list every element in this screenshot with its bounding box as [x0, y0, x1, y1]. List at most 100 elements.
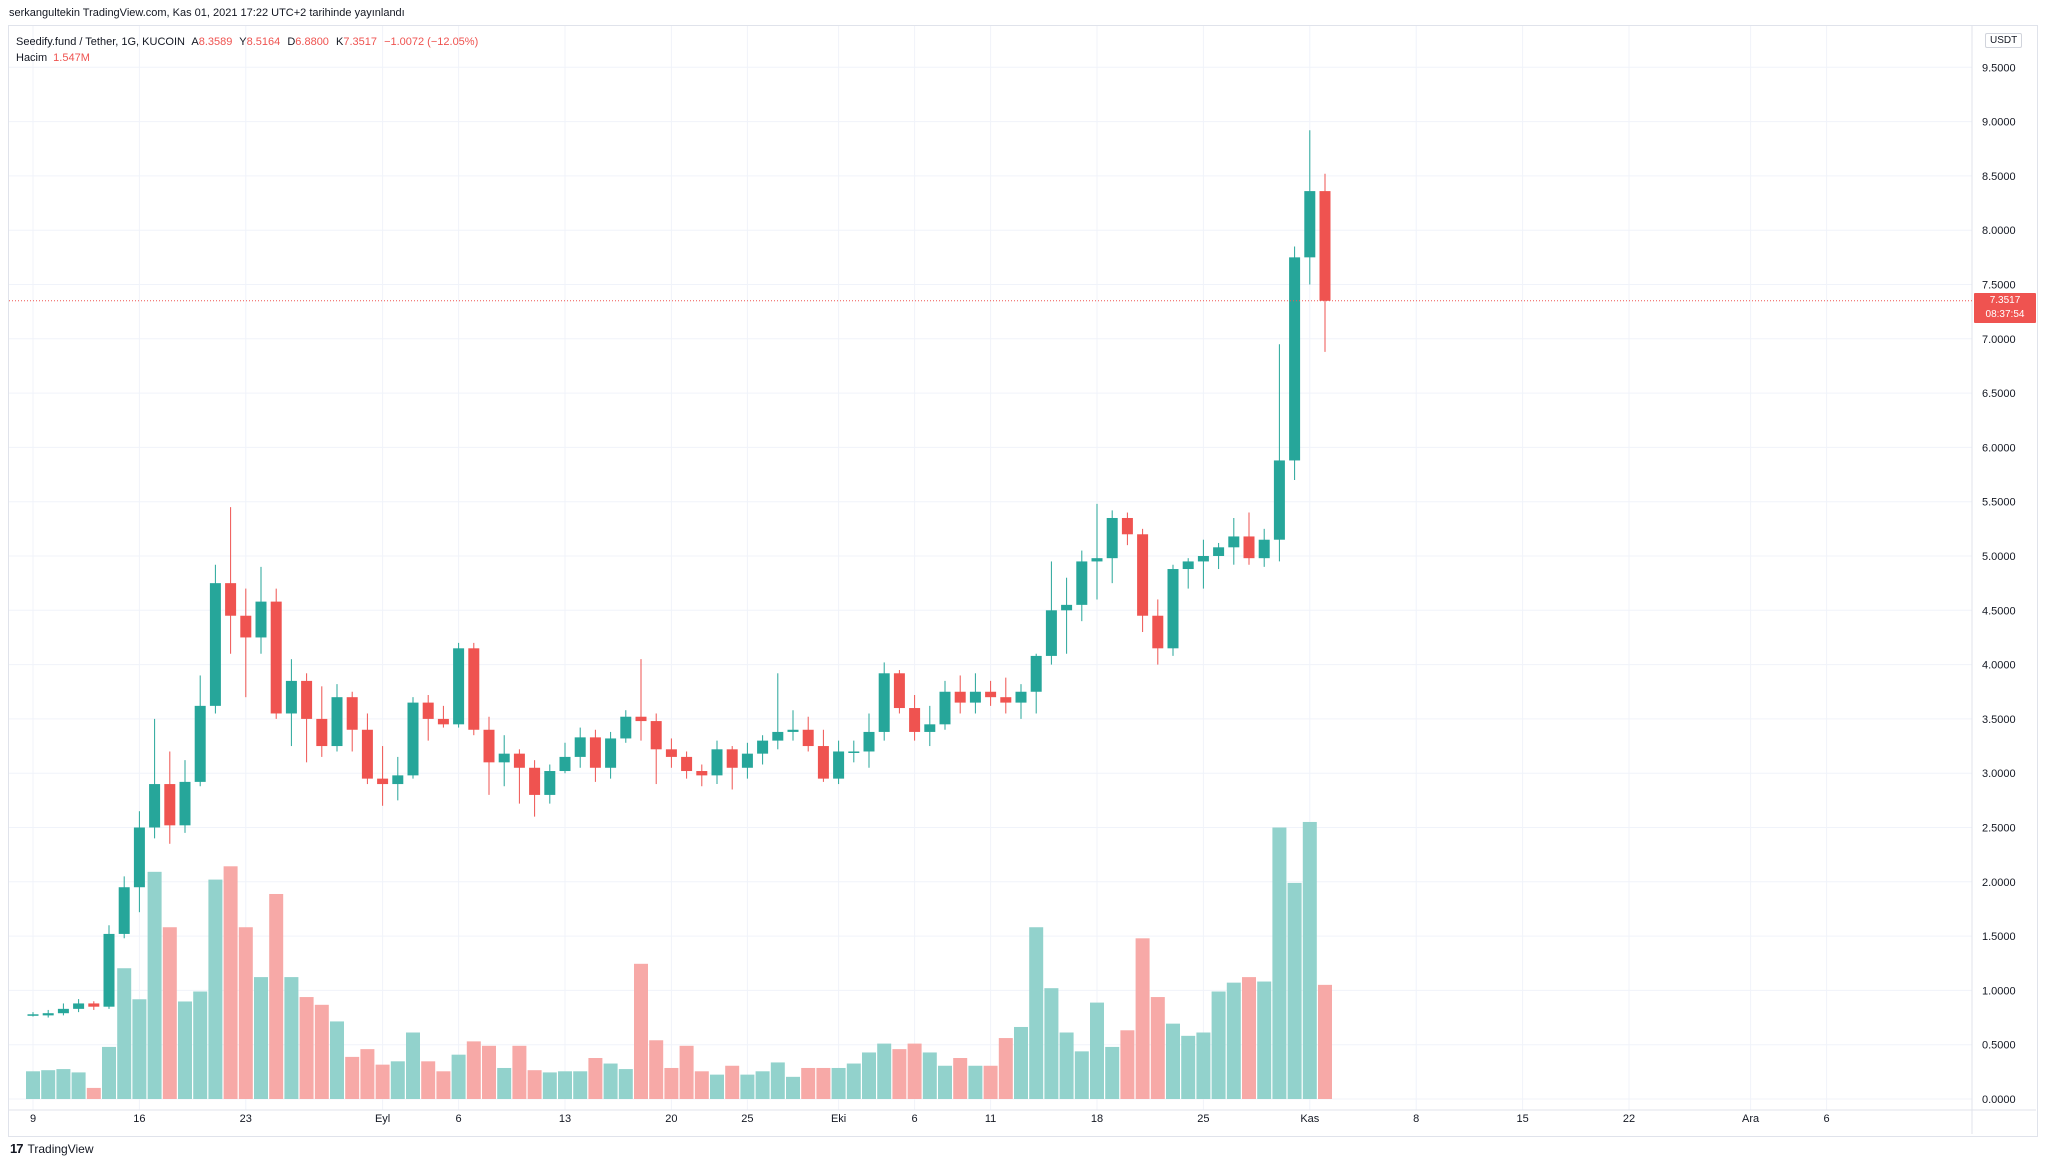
- candle-body: [437, 718, 449, 725]
- candle-body: [346, 697, 358, 730]
- candle-body: [939, 691, 951, 725]
- candle-body: [893, 673, 905, 709]
- time-tick-label: Eki: [831, 1113, 846, 1125]
- volume-bar: [86, 1087, 101, 1099]
- candle-body: [1289, 257, 1301, 461]
- candle-body: [194, 705, 206, 782]
- volume-bar: [953, 1057, 968, 1099]
- volume-bar: [1211, 991, 1226, 1099]
- candle-body: [103, 933, 115, 1007]
- candle-body: [179, 781, 191, 826]
- volume-bar: [998, 1038, 1013, 1099]
- high-value: 8.5164: [246, 36, 281, 48]
- candle-body: [529, 767, 541, 795]
- candle-body: [57, 1008, 69, 1014]
- candle-body: [985, 691, 997, 698]
- volume-bar: [330, 1021, 344, 1099]
- close-label: K: [336, 36, 344, 48]
- candle-body: [392, 775, 404, 785]
- price-tick-label: 1.5000: [1982, 931, 2016, 943]
- candle-body: [407, 702, 419, 776]
- brand-name: TradingView: [27, 1141, 94, 1156]
- volume-bar: [1120, 1030, 1135, 1099]
- volume-bar: [983, 1065, 998, 1099]
- time-tick-label: 23: [240, 1113, 252, 1125]
- time-tick-label: Kas: [1300, 1113, 1319, 1125]
- candle-body: [589, 737, 601, 768]
- price-tick-label: 6.5000: [1982, 388, 2016, 400]
- volume-bar: [1242, 977, 1256, 1099]
- candle-body: [1015, 691, 1027, 703]
- volume-bar: [406, 1032, 420, 1099]
- volume-legend-row: Hacim 1.547M: [16, 50, 478, 66]
- volume-bar: [269, 893, 284, 1099]
- candle-body: [817, 746, 829, 779]
- volume-bar: [208, 879, 223, 1099]
- volume-bar: [497, 1067, 512, 1099]
- volume-bar: [664, 1067, 679, 1099]
- volume-bar: [178, 1001, 192, 1099]
- volume-bar: [710, 1074, 724, 1099]
- candle-body: [1121, 517, 1133, 535]
- candle-body: [635, 716, 647, 722]
- volume-bar: [223, 866, 238, 1099]
- volume-bar: [634, 963, 648, 1099]
- volume-bar: [938, 1065, 952, 1099]
- volume-bar: [299, 997, 314, 1099]
- volume-bar: [345, 1056, 360, 1099]
- volume-bar: [573, 1071, 588, 1099]
- volume-bar: [56, 1069, 71, 1099]
- candle-body: [42, 1013, 54, 1016]
- candle-body: [1213, 547, 1225, 556]
- candle-body: [605, 738, 617, 768]
- time-tick-label: 8: [1413, 1113, 1419, 1125]
- price-tick-label: 3.0000: [1982, 768, 2016, 780]
- volume-bar: [603, 1063, 618, 1099]
- high-label: Y: [239, 36, 247, 48]
- price-tick-label: 7.5000: [1982, 280, 2016, 292]
- candle-body: [453, 648, 465, 725]
- candle-body: [650, 721, 662, 750]
- volume-bar: [892, 1049, 907, 1099]
- volume-bar: [314, 1004, 329, 1099]
- volume-bar: [1105, 1046, 1120, 1099]
- candle-body: [1061, 604, 1073, 611]
- change-value: −1.0072 (−12.05%): [384, 36, 479, 48]
- candle-body: [1304, 191, 1316, 258]
- price-tick-label: 5.0000: [1982, 551, 2016, 563]
- volume-bar: [694, 1071, 709, 1099]
- tradingview-brand[interactable]: 17 TradingView: [10, 1141, 94, 1156]
- volume-bar: [1226, 982, 1241, 1099]
- candle-body: [1319, 191, 1331, 301]
- candle-countdown: 08:37:54: [1985, 308, 2025, 320]
- time-tick-label: 25: [741, 1113, 753, 1125]
- time-tick-label: 6: [1824, 1113, 1830, 1125]
- low-label: D: [287, 36, 296, 48]
- volume-bar: [618, 1069, 633, 1099]
- candle-body: [1106, 517, 1118, 559]
- volume-bar: [740, 1074, 755, 1099]
- volume-bar: [117, 968, 132, 1099]
- candle-body: [209, 583, 221, 706]
- candle-body: [696, 771, 708, 776]
- candle-body: [802, 729, 814, 747]
- candle-body: [726, 749, 738, 768]
- time-tick-label: 22: [1623, 1113, 1635, 1125]
- time-tick-label: 16: [133, 1113, 145, 1125]
- candle-body: [422, 702, 434, 719]
- volume-bar: [1272, 827, 1287, 1099]
- chart-frame: [8, 25, 2038, 1137]
- volume-bar: [1302, 821, 1317, 1099]
- candle-body: [1091, 558, 1103, 562]
- price-tick-label: 9.0000: [1982, 117, 2016, 129]
- volume-bar: [1044, 988, 1059, 1099]
- volume-bar: [436, 1071, 451, 1099]
- volume-bar: [968, 1065, 983, 1099]
- time-tick-label: 13: [559, 1113, 571, 1125]
- currency-badge[interactable]: USDT: [1985, 33, 2023, 48]
- candle-body: [1228, 536, 1240, 548]
- volume-bar: [1166, 1023, 1180, 1099]
- candle-body: [377, 778, 389, 785]
- price-tick-label: 8.0000: [1982, 225, 2016, 237]
